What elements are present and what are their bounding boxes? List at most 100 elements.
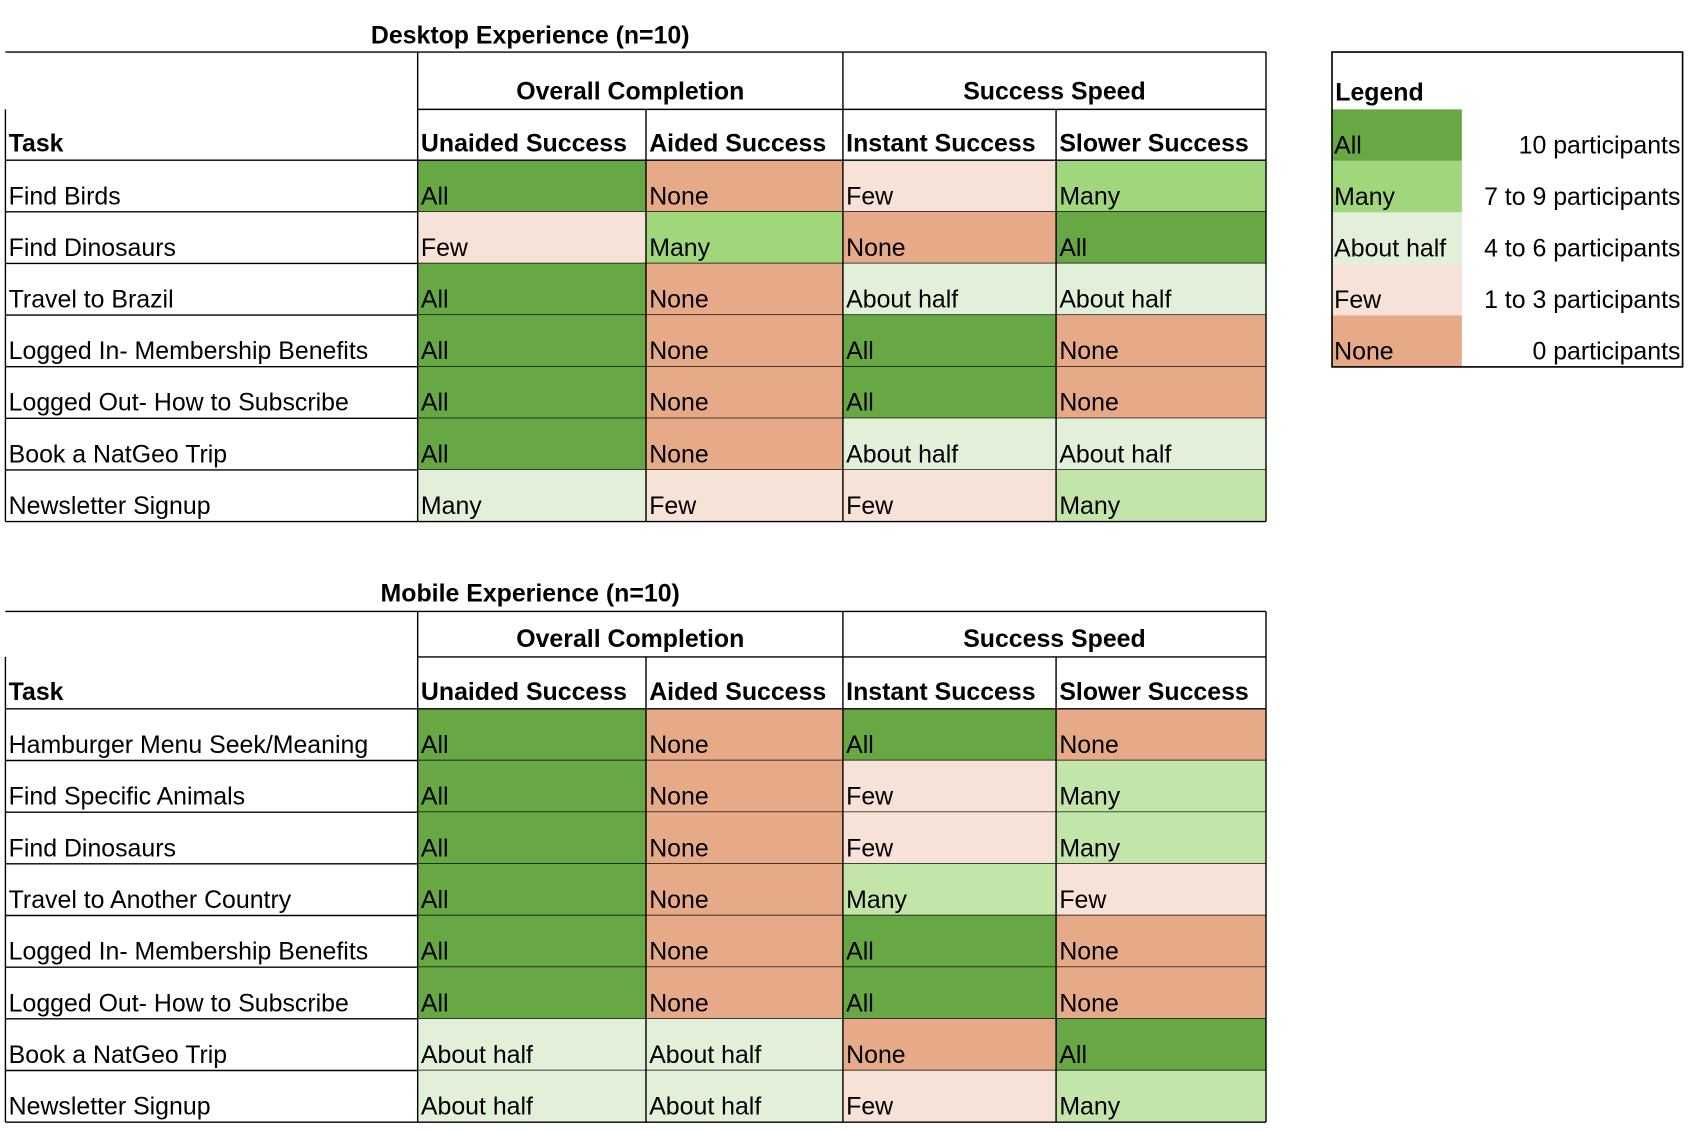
task-name: Newsletter Signup [9,492,211,520]
cell-value: About half [421,1041,533,1069]
column-header: Task [9,130,64,158]
task-name: Find Birds [9,182,121,210]
cell-fill [645,211,843,264]
cell-fill [1056,366,1266,419]
cell-value: All [846,731,874,759]
cell-fill [842,1018,1057,1071]
cell-value: None [649,285,708,313]
cell-fill [645,1070,843,1123]
cell-value: None [1059,731,1118,759]
cell-value: All [421,389,449,417]
legend-box [1331,51,1684,368]
cell-fill [1056,160,1266,212]
legend-swatch [1332,109,1462,161]
cell-fill [1056,915,1266,968]
cell-fill [1056,211,1266,264]
column-header: Unaided Success [421,130,627,158]
legend-label: About half [1334,234,1446,262]
cell-fill [645,915,843,968]
cell-fill [1056,315,1266,367]
cell-value: None [1059,938,1118,966]
legend-title: Legend [1335,79,1423,107]
cell-fill [1056,863,1266,916]
cell-value: About half [649,1041,761,1069]
cell-fill [842,708,1057,761]
cell-fill [1056,469,1266,522]
cell-value: None [649,886,708,914]
cell-value: All [421,886,449,914]
cell-value: None [649,389,708,417]
cell-value: None [649,938,708,966]
cell-fill [417,315,646,367]
cell-fill [417,812,646,864]
legend-swatch [1332,160,1462,213]
cell-value: None [1059,337,1118,365]
cell-fill [645,469,843,522]
cell-value: None [649,783,708,811]
cell-fill [417,366,646,419]
task-name: Hamburger Menu Seek/Meaning [9,731,369,759]
legend-label: None [1334,337,1393,365]
cell-value: Few [1059,886,1107,914]
cell-fill [417,863,646,916]
column-header: Instant Success [846,678,1035,706]
cell-fill [842,915,1057,968]
cell-value: All [421,731,449,759]
task-name: Logged Out- How to Subscribe [9,989,349,1017]
cell-fill [645,263,843,316]
cell-value: Many [1059,1093,1120,1121]
cell-fill [1056,1070,1266,1123]
column-header: Aided Success [649,130,826,158]
cell-fill [417,1018,646,1071]
cell-fill [1056,1018,1266,1071]
cell-value: About half [421,1093,533,1121]
cell-value: All [846,938,874,966]
cell-value: None [846,234,905,262]
cell-fill [417,263,646,316]
cell-value: Few [846,182,894,210]
cell-fill [645,160,843,212]
column-header: Unaided Success [421,678,627,706]
cell-value: None [649,337,708,365]
cell-value: All [421,783,449,811]
legend-swatch [1332,263,1462,316]
cell-fill [842,469,1057,522]
cell-fill [417,469,646,522]
cell-fill [842,263,1057,316]
legend-label: Few [1334,286,1382,314]
cell-value: Many [1059,182,1120,210]
cell-value: Many [1059,834,1120,862]
cell-value: All [1059,234,1087,262]
column-header: Aided Success [649,678,826,706]
legend-range: 0 participants [1532,337,1680,365]
column-header: Slower Success [1059,678,1248,706]
cell-value: Many [846,886,907,914]
cell-value: All [421,938,449,966]
cell-value: None [649,834,708,862]
table-title: Desktop Experience (n=10) [371,21,690,49]
cell-fill [645,315,843,367]
cell-value: Many [649,234,710,262]
task-name: Book a NatGeo Trip [9,1041,227,1069]
cell-fill [1056,263,1266,316]
cell-fill [1056,812,1266,864]
cell-value: All [421,337,449,365]
task-name: Find Dinosaurs [9,834,176,862]
cell-fill [417,1070,646,1123]
table-title: Mobile Experience (n=10) [381,580,680,608]
task-name: Logged In- Membership Benefits [9,938,369,966]
cell-value: All [846,389,874,417]
cell-value: Many [1059,783,1120,811]
cell-fill [842,760,1057,813]
cell-fill [1056,708,1266,761]
cell-fill [417,915,646,968]
cell-value: Few [421,234,469,262]
legend-label: All [1334,131,1362,159]
cell-value: All [421,285,449,313]
cell-fill [842,211,1057,264]
cell-fill [1056,967,1266,1019]
cell-fill [842,418,1057,470]
cell-value: All [421,182,449,210]
cell-fill [842,160,1057,212]
